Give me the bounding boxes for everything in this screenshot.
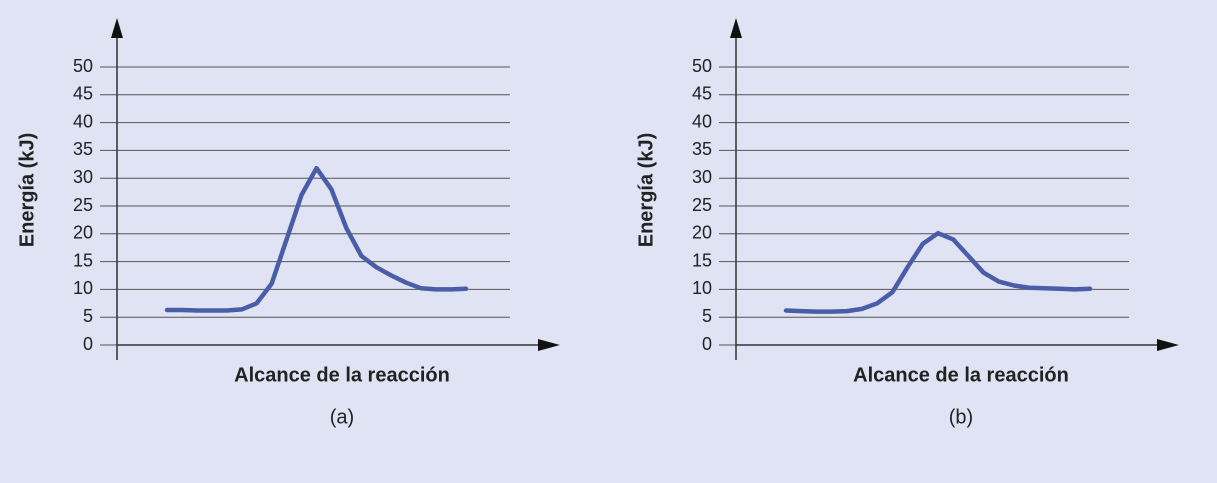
y-tick-label: 5 [702, 306, 712, 326]
y-tick-label: 10 [692, 278, 712, 298]
y-tick-label: 10 [73, 278, 93, 298]
y-tick-label: 35 [73, 139, 93, 159]
y-tick-label: 30 [692, 167, 712, 187]
y-tick-label: 50 [692, 56, 712, 76]
y-tick-label: 15 [692, 250, 712, 270]
energy-curve [164, 165, 469, 313]
x-axis-arrow [1157, 339, 1179, 351]
y-tick-label: 45 [73, 84, 93, 104]
y-tick-label: 15 [73, 250, 93, 270]
y-tick-label: 40 [73, 111, 93, 131]
y-tick-label: 5 [83, 306, 93, 326]
y-axis-label: Energía (kJ) [16, 133, 38, 247]
x-axis-arrow [538, 339, 560, 351]
y-axis-label: Energía (kJ) [635, 133, 657, 247]
y-tick-label: 20 [73, 223, 93, 243]
y-tick-label: 50 [73, 56, 93, 76]
caption: (b) [949, 406, 973, 428]
y-tick-label: 0 [83, 334, 93, 354]
x-axis-label: Alcance de la reacción [853, 364, 1069, 386]
energy-curve [783, 230, 1093, 314]
y-tick-label: 25 [692, 195, 712, 215]
y-tick-label: 45 [692, 84, 712, 104]
y-axis-arrow [111, 18, 123, 38]
y-tick-label: 30 [73, 167, 93, 187]
y-tick-label: 25 [73, 195, 93, 215]
y-tick-label: 40 [692, 111, 712, 131]
x-axis-label: Alcance de la reacción [234, 364, 450, 386]
y-tick-label: 35 [692, 139, 712, 159]
caption: (a) [330, 406, 354, 428]
y-axis-arrow [730, 18, 742, 38]
y-tick-label: 0 [702, 334, 712, 354]
y-tick-label: 20 [692, 223, 712, 243]
